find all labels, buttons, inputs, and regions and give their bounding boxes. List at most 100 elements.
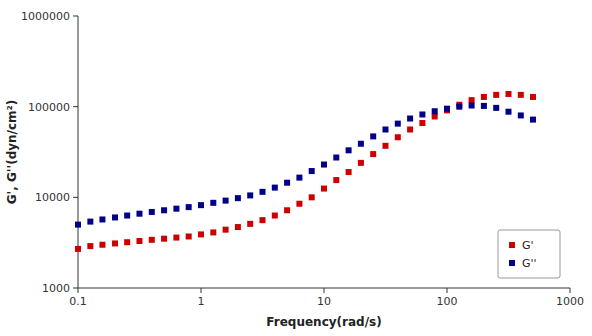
- point: [210, 200, 216, 206]
- legend-label: G'': [522, 257, 537, 270]
- legend: G' G'': [498, 230, 560, 278]
- point: [395, 121, 401, 127]
- y-tick: [73, 197, 78, 198]
- x-tick-label: 1000: [556, 295, 584, 308]
- x-tick: [324, 288, 325, 293]
- x-tick: [447, 288, 448, 293]
- point: [272, 185, 278, 191]
- point: [136, 211, 142, 217]
- point: [259, 189, 265, 195]
- point: [481, 94, 487, 100]
- point: [235, 224, 241, 230]
- point: [198, 231, 204, 237]
- y-tick-label: 1000000: [21, 10, 70, 23]
- point: [358, 160, 364, 166]
- point: [136, 238, 142, 244]
- point: [382, 126, 388, 132]
- point: [309, 168, 315, 174]
- point: [333, 155, 339, 161]
- y-tick-label: 1000: [42, 282, 70, 295]
- point: [505, 109, 511, 115]
- point: [284, 207, 290, 213]
- x-tick-label: 0.1: [69, 295, 87, 308]
- point: [186, 233, 192, 239]
- point: [272, 213, 278, 219]
- x-tick: [570, 288, 571, 293]
- point: [358, 141, 364, 147]
- point: [198, 202, 204, 208]
- series: [75, 91, 536, 252]
- point: [161, 236, 167, 242]
- x-tick-label: 10: [317, 295, 331, 308]
- y-tick: [73, 288, 78, 289]
- x-axis-label: Frequency(rad/s): [266, 315, 381, 329]
- point: [493, 105, 499, 111]
- point: [370, 133, 376, 139]
- point: [493, 92, 499, 98]
- x-tick: [78, 288, 79, 293]
- point: [518, 112, 524, 118]
- point: [309, 194, 315, 200]
- point: [518, 92, 524, 98]
- point: [161, 207, 167, 213]
- point: [112, 240, 118, 246]
- point: [87, 219, 93, 225]
- legend-frame: [498, 230, 560, 278]
- point: [530, 117, 536, 123]
- point: [432, 108, 438, 114]
- point: [124, 213, 130, 219]
- point: [333, 177, 339, 183]
- point: [346, 147, 352, 153]
- chart: 0.111010010001000100001000001000000Frequ…: [0, 0, 592, 336]
- point: [419, 111, 425, 117]
- y-tick-label: 10000: [35, 191, 70, 204]
- point: [223, 227, 229, 233]
- point: [173, 206, 179, 212]
- legend-swatch: [509, 260, 515, 266]
- point: [112, 214, 118, 220]
- point: [296, 175, 302, 181]
- point: [469, 103, 475, 109]
- point: [247, 192, 253, 198]
- point: [259, 217, 265, 223]
- legend-swatch: [509, 242, 515, 248]
- point: [210, 229, 216, 235]
- point: [296, 201, 302, 207]
- point: [173, 235, 179, 241]
- point: [87, 243, 93, 249]
- point: [321, 162, 327, 168]
- point: [370, 151, 376, 157]
- point: [530, 94, 536, 100]
- point: [419, 120, 425, 126]
- point: [75, 222, 81, 228]
- point: [186, 204, 192, 210]
- point: [432, 113, 438, 119]
- point: [75, 246, 81, 252]
- point: [124, 239, 130, 245]
- point: [321, 186, 327, 192]
- point: [149, 209, 155, 215]
- legend-label: G': [522, 239, 534, 252]
- point: [247, 221, 253, 227]
- point: [346, 169, 352, 175]
- x-tick: [201, 288, 202, 293]
- point: [444, 106, 450, 112]
- point: [456, 104, 462, 110]
- point: [469, 97, 475, 103]
- point: [382, 143, 388, 149]
- point: [407, 126, 413, 132]
- x-tick-label: 1: [198, 295, 205, 308]
- point: [481, 103, 487, 109]
- point: [395, 134, 401, 140]
- point: [284, 180, 290, 186]
- series: [75, 103, 536, 228]
- point: [99, 242, 105, 248]
- point: [223, 198, 229, 204]
- point: [235, 195, 241, 201]
- y-tick: [73, 106, 78, 107]
- axes: 0.111010010001000100001000001000000: [21, 10, 584, 308]
- plot-area: [75, 91, 536, 252]
- point: [149, 237, 155, 243]
- point: [99, 216, 105, 222]
- y-tick: [73, 16, 78, 17]
